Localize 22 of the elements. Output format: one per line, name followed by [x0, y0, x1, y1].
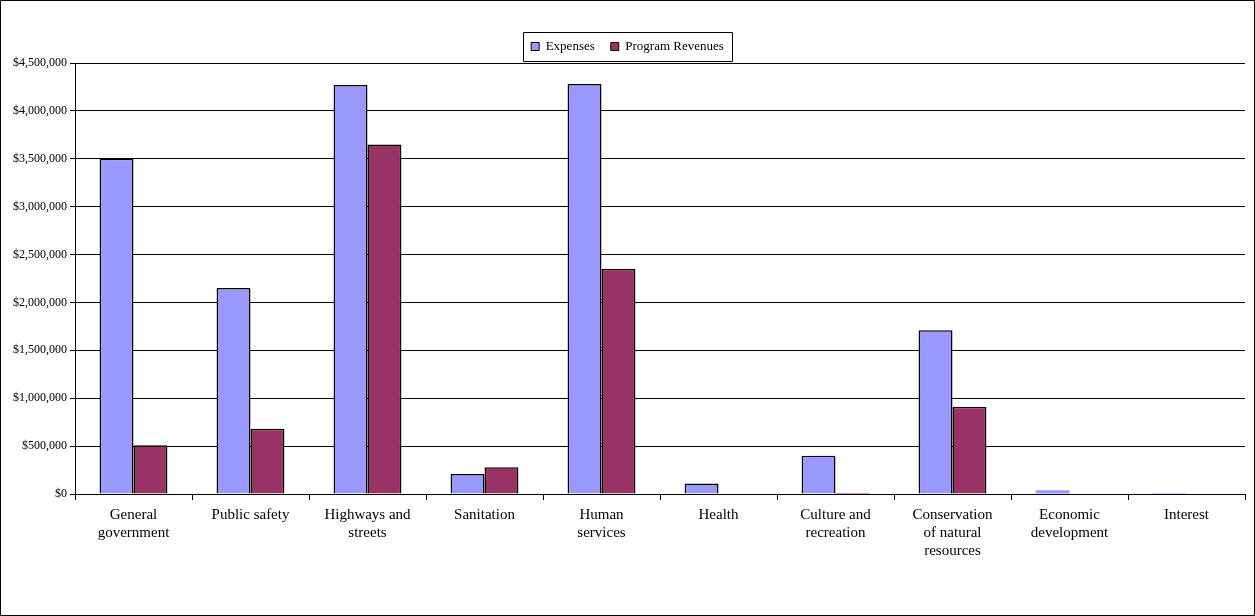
y-tick-label: $4,500,000	[13, 55, 67, 70]
x-tick-label: General government	[97, 505, 171, 540]
x-tick-label: Sanitation	[454, 505, 516, 522]
legend-label: Program Revenues	[625, 37, 724, 53]
y-tick-label: $0	[55, 486, 67, 501]
y-tick-label: $4,000,000	[13, 103, 67, 118]
x-tick-label: Interest	[1164, 505, 1210, 522]
y-tick-label: $2,000,000	[13, 294, 67, 309]
y-tick-label: $500,000	[22, 438, 67, 453]
y-tick-label: $3,500,000	[13, 150, 67, 165]
y-tick-label: $1,000,000	[13, 390, 67, 405]
x-tick-label: Conservation of natural resources	[912, 505, 993, 558]
legend-label: Expenses	[545, 37, 595, 53]
x-tick-label: Human services	[577, 505, 626, 540]
x-tick-label: Public safety	[211, 505, 290, 522]
y-tick-label: $1,500,000	[13, 342, 67, 357]
x-tick-label: Economic development	[1030, 505, 1110, 540]
y-tick-label: $2,500,000	[13, 246, 67, 261]
x-tick-label: Highways and streets	[324, 505, 412, 540]
x-tick-label: Culture and recreation	[800, 505, 872, 540]
x-tick-label: Health	[698, 505, 739, 522]
y-tick-label: $3,000,000	[13, 198, 67, 213]
